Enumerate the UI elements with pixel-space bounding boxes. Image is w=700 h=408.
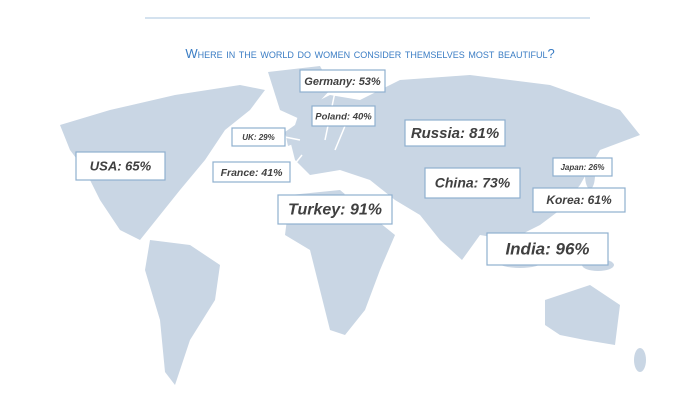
label-box [486, 232, 609, 266]
label-box [532, 187, 626, 213]
country-label: Japan: 26% [560, 163, 604, 172]
label-box [75, 151, 166, 181]
title: Where in the world do women consider the… [185, 46, 554, 61]
leader-lines [284, 91, 356, 196]
country-label: UK: 29% [242, 133, 274, 142]
label-box [231, 127, 286, 147]
label-box [299, 69, 386, 93]
country-label: Russia: 81% [411, 125, 499, 142]
label-box [212, 161, 291, 183]
label-box [404, 119, 506, 147]
country-label: Turkey: 91% [288, 202, 382, 219]
label-box [424, 167, 521, 199]
country-label: USA: 65% [90, 158, 152, 173]
labels: Germany: 53% Poland: 40% UK: 29% Russia: 81… [75, 69, 626, 266]
label-box [277, 194, 393, 225]
label-box [311, 105, 376, 127]
country-label: France: 41% [221, 167, 284, 179]
country-label: Germany: 53% [304, 76, 381, 88]
country-label: Korea: 61% [546, 193, 612, 207]
country-label: India: 96% [505, 239, 589, 258]
country-label: China: 73% [435, 175, 511, 191]
label-box [552, 157, 613, 177]
country-label: Poland: 40% [315, 112, 372, 123]
